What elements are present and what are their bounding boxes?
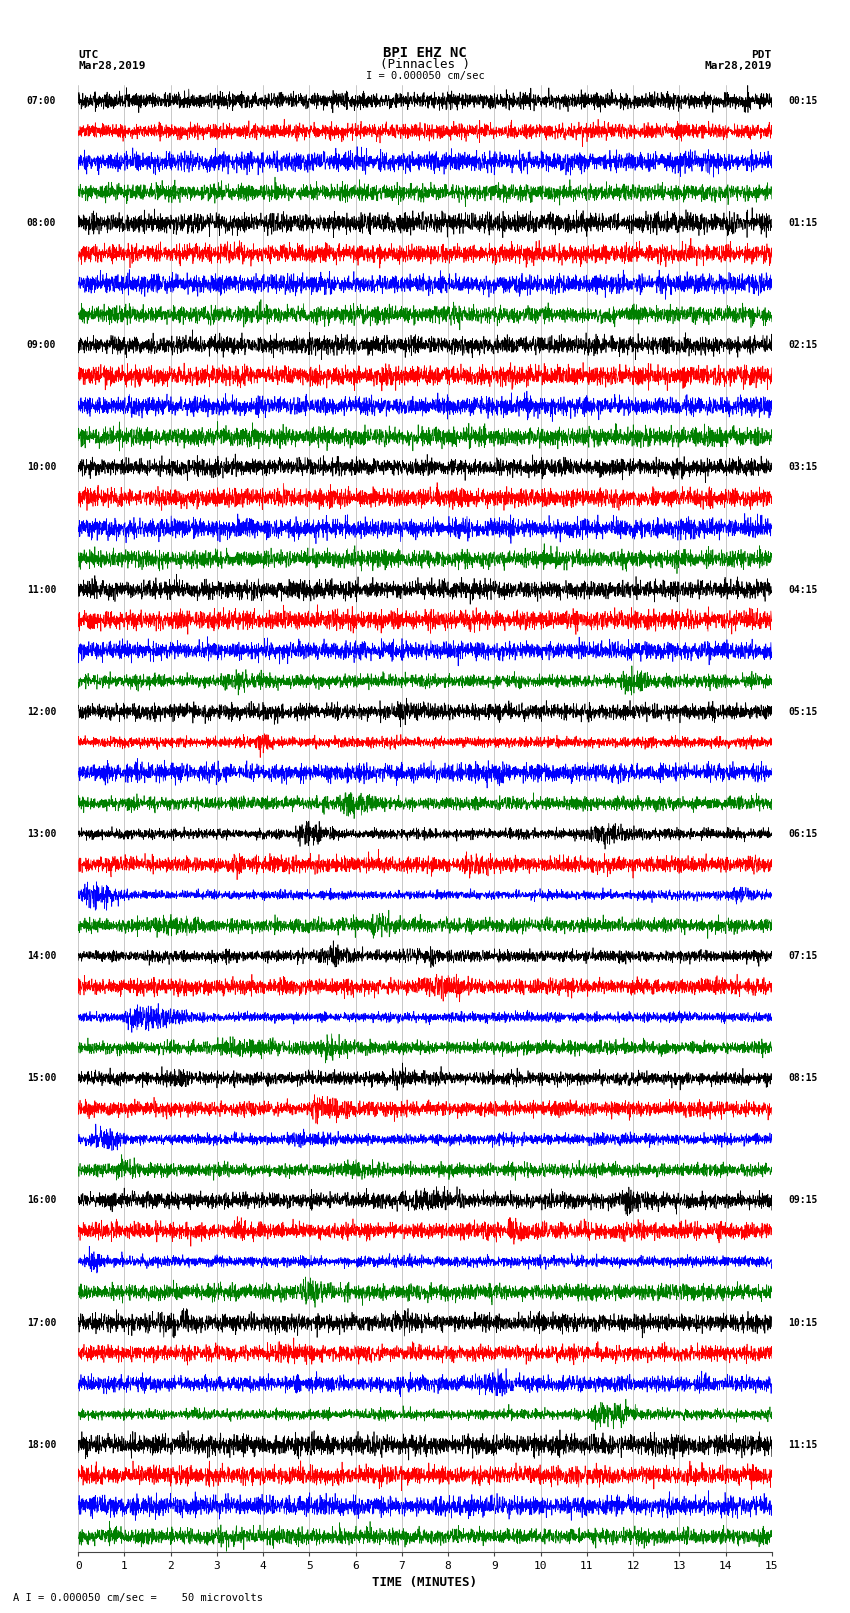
Text: 08:00: 08:00 xyxy=(26,218,56,227)
Text: 04:15: 04:15 xyxy=(788,584,818,595)
Text: 10:00: 10:00 xyxy=(26,463,56,473)
Text: 06:15: 06:15 xyxy=(788,829,818,839)
Text: 14:00: 14:00 xyxy=(26,952,56,961)
Text: 11:15: 11:15 xyxy=(788,1440,818,1450)
Text: 10:15: 10:15 xyxy=(788,1318,818,1327)
Text: (Pinnacles ): (Pinnacles ) xyxy=(380,58,470,71)
Text: 09:15: 09:15 xyxy=(788,1195,818,1205)
Text: 05:15: 05:15 xyxy=(788,706,818,716)
X-axis label: TIME (MINUTES): TIME (MINUTES) xyxy=(372,1576,478,1589)
Text: 11:00: 11:00 xyxy=(26,584,56,595)
Text: 08:15: 08:15 xyxy=(788,1073,818,1084)
Text: 16:00: 16:00 xyxy=(26,1195,56,1205)
Text: I = 0.000050 cm/sec: I = 0.000050 cm/sec xyxy=(366,71,484,81)
Text: PDT: PDT xyxy=(751,50,772,60)
Text: 00:15: 00:15 xyxy=(788,95,818,106)
Text: BPI EHZ NC: BPI EHZ NC xyxy=(383,47,467,60)
Text: 03:15: 03:15 xyxy=(788,463,818,473)
Text: 17:00: 17:00 xyxy=(26,1318,56,1327)
Text: 01:15: 01:15 xyxy=(788,218,818,227)
Text: 02:15: 02:15 xyxy=(788,340,818,350)
Text: 15:00: 15:00 xyxy=(26,1073,56,1084)
Text: 18:00: 18:00 xyxy=(26,1440,56,1450)
Text: 07:15: 07:15 xyxy=(788,952,818,961)
Text: 09:00: 09:00 xyxy=(26,340,56,350)
Text: 07:00: 07:00 xyxy=(26,95,56,106)
Text: Mar28,2019: Mar28,2019 xyxy=(78,61,145,71)
Text: 13:00: 13:00 xyxy=(26,829,56,839)
Text: Mar28,2019: Mar28,2019 xyxy=(705,61,772,71)
Text: 12:00: 12:00 xyxy=(26,706,56,716)
Text: A I = 0.000050 cm/sec =    50 microvolts: A I = 0.000050 cm/sec = 50 microvolts xyxy=(13,1594,263,1603)
Text: UTC: UTC xyxy=(78,50,99,60)
